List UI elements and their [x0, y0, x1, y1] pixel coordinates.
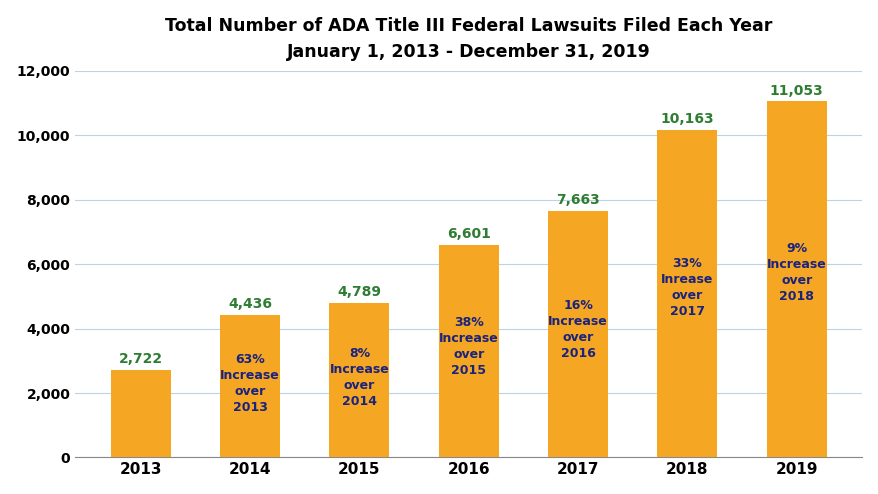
Text: 4,789: 4,789	[337, 286, 381, 299]
Text: 38%
Increase
over
2015: 38% Increase over 2015	[438, 317, 498, 377]
Bar	[111, 370, 170, 457]
Text: 10,163: 10,163	[660, 112, 714, 126]
Text: 9%
Increase
over
2018: 9% Increase over 2018	[766, 242, 825, 303]
Text: 63%
Increase
over
2013: 63% Increase over 2013	[220, 353, 279, 413]
Bar	[766, 101, 826, 457]
Text: 16%
Increase
over
2016: 16% Increase over 2016	[548, 299, 608, 360]
Text: 4,436: 4,436	[227, 297, 272, 311]
Text: 33%
Inrease
over
2017: 33% Inrease over 2017	[660, 257, 713, 318]
Text: 2,722: 2,722	[119, 352, 162, 366]
Text: 6,601: 6,601	[446, 227, 490, 241]
Text: 11,053: 11,053	[769, 83, 823, 98]
Text: 8%
Increase
over
2014: 8% Increase over 2014	[329, 347, 389, 408]
Bar	[220, 315, 280, 457]
Bar	[547, 210, 608, 457]
Bar	[438, 245, 498, 457]
Title: Total Number of ADA Title III Federal Lawsuits Filed Each Year
January 1, 2013 -: Total Number of ADA Title III Federal La…	[165, 17, 772, 61]
Bar	[657, 130, 716, 457]
Bar	[329, 303, 389, 457]
Text: 7,663: 7,663	[556, 193, 600, 207]
